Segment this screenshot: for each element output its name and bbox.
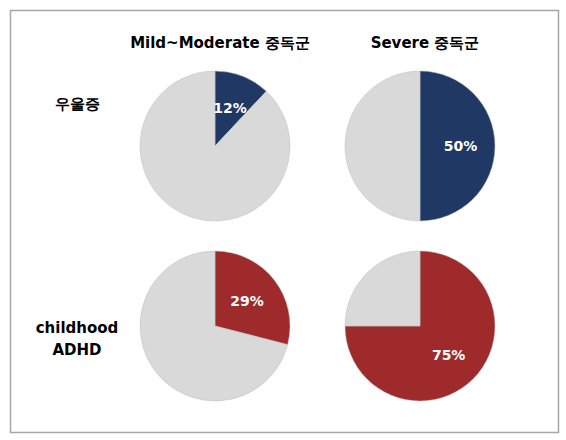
svg-text:ADHD: ADHD (52, 341, 101, 359)
svg-text:Severe 중독군: Severe 중독군 (371, 34, 480, 52)
svg-text:우울증: 우울증 (55, 95, 100, 113)
svg-text:12%: 12% (213, 100, 247, 116)
svg-text:childhood: childhood (36, 319, 119, 337)
svg-text:50%: 50% (444, 138, 478, 154)
svg-text:Mild~Moderate 중독군: Mild~Moderate 중독군 (130, 34, 310, 52)
svg-text:29%: 29% (230, 293, 264, 309)
svg-text:75%: 75% (432, 347, 466, 363)
